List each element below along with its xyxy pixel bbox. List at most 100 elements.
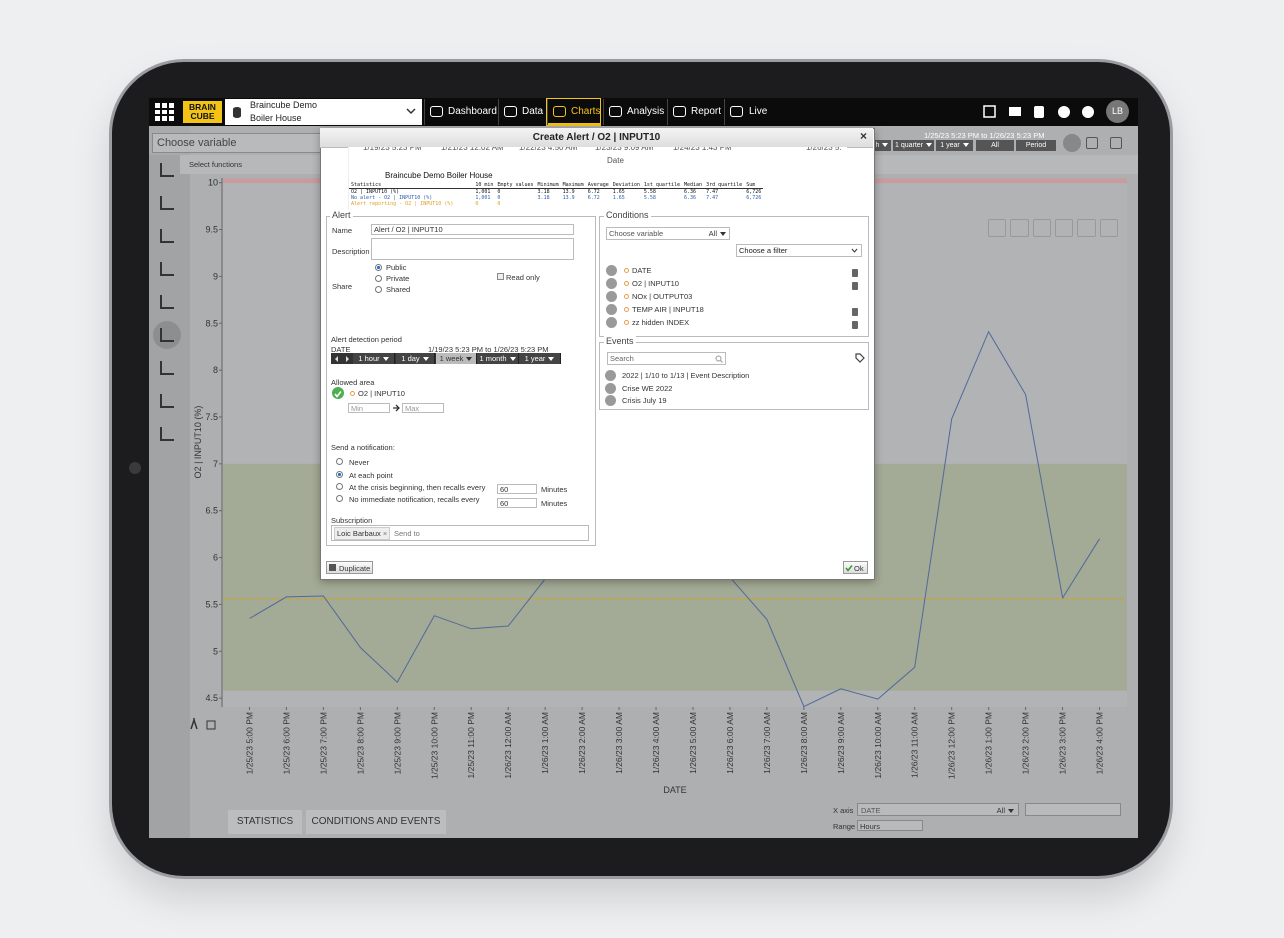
sidebar-icon[interactable] — [160, 427, 174, 441]
apps-menu[interactable] — [153, 101, 175, 123]
action-icon[interactable] — [1010, 219, 1029, 237]
recall-unit: Minutes — [541, 485, 568, 494]
notify-radio[interactable] — [336, 471, 343, 478]
y-tick-label: 10 — [208, 178, 218, 188]
delete-icon[interactable] — [852, 269, 858, 277]
statistics-tab[interactable]: STATISTICS — [228, 810, 302, 834]
period-button[interactable]: Period — [1016, 140, 1056, 151]
nav-item[interactable]: Report — [691, 106, 722, 117]
period-button[interactable]: 1 year — [936, 140, 973, 151]
period-button[interactable]: 1 day — [396, 353, 435, 364]
max-input[interactable]: Max — [402, 403, 444, 413]
action-icon[interactable] — [988, 219, 1007, 237]
condition-toggle[interactable] — [606, 278, 617, 289]
recall-input[interactable]: 60 — [497, 484, 537, 494]
stats-cell: 6,726 — [746, 189, 762, 195]
zoom-tools[interactable] — [185, 717, 221, 731]
functions-label[interactable]: Select functions — [189, 160, 242, 169]
stats-row: O2 | INPUT10 (%) 1,001 0 3.18 13.9 6.72 1.65 5.… — [349, 189, 763, 196]
action-icon[interactable] — [1099, 219, 1118, 237]
notify-option: No immediate notification, recalls every — [349, 495, 480, 504]
delete-icon[interactable] — [852, 308, 858, 316]
allowed-check[interactable] — [332, 387, 344, 399]
delete-icon[interactable] — [852, 321, 858, 329]
condition-variable-select[interactable]: Choose variable All — [606, 227, 730, 240]
period-button[interactable]: 1 week — [436, 353, 477, 364]
period-range: 1/19/23 5:23 PM to 1/26/23 5:23 PM — [428, 345, 549, 354]
share-radio[interactable] — [375, 264, 382, 271]
condition-toggle[interactable] — [606, 265, 617, 276]
sidebar-icon[interactable] — [160, 196, 174, 210]
sidebar-icon[interactable] — [160, 229, 174, 243]
period-button[interactable]: 1 year — [519, 353, 561, 364]
description-input[interactable] — [371, 238, 574, 260]
period-button-label: 1 hour — [358, 354, 380, 363]
min-input[interactable]: Min — [348, 403, 390, 413]
event-toggle[interactable] — [605, 382, 616, 394]
sidebar-icon[interactable] — [160, 394, 174, 408]
condition-toggle[interactable] — [606, 317, 617, 328]
sidebar-icon[interactable] — [160, 262, 174, 276]
condition-toggle[interactable] — [606, 304, 617, 315]
read-only-checkbox[interactable] — [497, 273, 504, 280]
event-toggle[interactable] — [605, 395, 616, 406]
y-tick-label: 5 — [213, 646, 218, 656]
event-search[interactable]: Search — [607, 352, 726, 365]
nav-item[interactable]: Analysis — [627, 106, 665, 117]
delete-icon[interactable] — [852, 282, 858, 290]
nav-item[interactable]: Data — [522, 106, 544, 117]
share-radio[interactable] — [375, 275, 382, 282]
conditions-fieldset — [599, 216, 869, 337]
sidebar-icon[interactable] — [160, 328, 174, 342]
range-select[interactable]: Hours — [857, 820, 923, 831]
name-input[interactable]: Alert / O2 | INPUT10 — [371, 224, 574, 235]
x-axis-select[interactable]: DATE All — [857, 803, 1019, 816]
sidebar-icon[interactable] — [160, 295, 174, 309]
x-tick-label: 1/25/23 9:00 PM — [392, 712, 402, 774]
nav-item[interactable]: Dashboard — [448, 106, 497, 117]
user-avatar[interactable]: LB — [1106, 100, 1129, 123]
ok-button[interactable]: Ok — [843, 561, 868, 574]
chart-type-button[interactable] — [1063, 134, 1081, 152]
recall-input[interactable]: 60 — [497, 498, 537, 508]
conditions-tab[interactable]: CONDITIONS AND EVENTS — [306, 810, 446, 834]
period-button[interactable]: 1 month — [477, 353, 519, 364]
sidebar-icon[interactable] — [160, 361, 174, 375]
notify-radio[interactable] — [336, 483, 343, 490]
secondary-select[interactable] — [1025, 803, 1121, 816]
event-toggle[interactable] — [605, 370, 616, 381]
nav-item[interactable]: Live — [749, 106, 768, 117]
duplicate-button[interactable]: Duplicate — [326, 561, 373, 574]
notify-radio[interactable] — [336, 458, 343, 465]
period-button[interactable]: h — [873, 140, 891, 151]
stats-cell: 1,001 — [475, 195, 491, 201]
notify-radio[interactable] — [336, 495, 343, 502]
variable-select[interactable]: Choose variable — [152, 133, 326, 153]
share-radio[interactable] — [375, 286, 382, 293]
condition-variable: DATE — [632, 266, 652, 275]
action-icon[interactable] — [1077, 219, 1096, 237]
action-icon[interactable] — [1032, 219, 1051, 237]
filter-select[interactable]: Choose a filter — [736, 244, 862, 257]
period-button[interactable]: All — [976, 140, 1014, 151]
sidebar-icon[interactable] — [160, 163, 174, 177]
dialog-close[interactable]: × — [860, 129, 868, 143]
stats-row: Alert reporting - O2 | INPUT10 (%) 0 0 — [349, 201, 763, 207]
x-tick-label: 1/26/23 2:00 PM — [1021, 712, 1031, 774]
tag-icon[interactable] — [855, 353, 865, 363]
site-selector[interactable] — [225, 99, 422, 125]
subscription-input[interactable] — [331, 525, 589, 541]
subscriber-chip[interactable]: Loic Barbaux × — [334, 527, 391, 540]
period-button[interactable]: 1 hour — [353, 353, 395, 364]
recall-unit: Minutes — [541, 499, 568, 508]
period-button[interactable]: 1 quarter — [893, 140, 934, 151]
condition-toggle[interactable] — [606, 291, 617, 302]
x-tick-label: 1/25/23 10:00 PM — [429, 712, 439, 779]
nav-item[interactable]: Charts — [571, 106, 601, 117]
logo[interactable]: BRAIN CUBE — [183, 101, 222, 123]
export-button[interactable] — [1110, 137, 1122, 149]
grid-button[interactable] — [1086, 137, 1098, 149]
action-icon[interactable] — [1054, 219, 1074, 237]
description-label: Description — [332, 247, 370, 256]
site-sub: Boiler House — [250, 113, 302, 123]
